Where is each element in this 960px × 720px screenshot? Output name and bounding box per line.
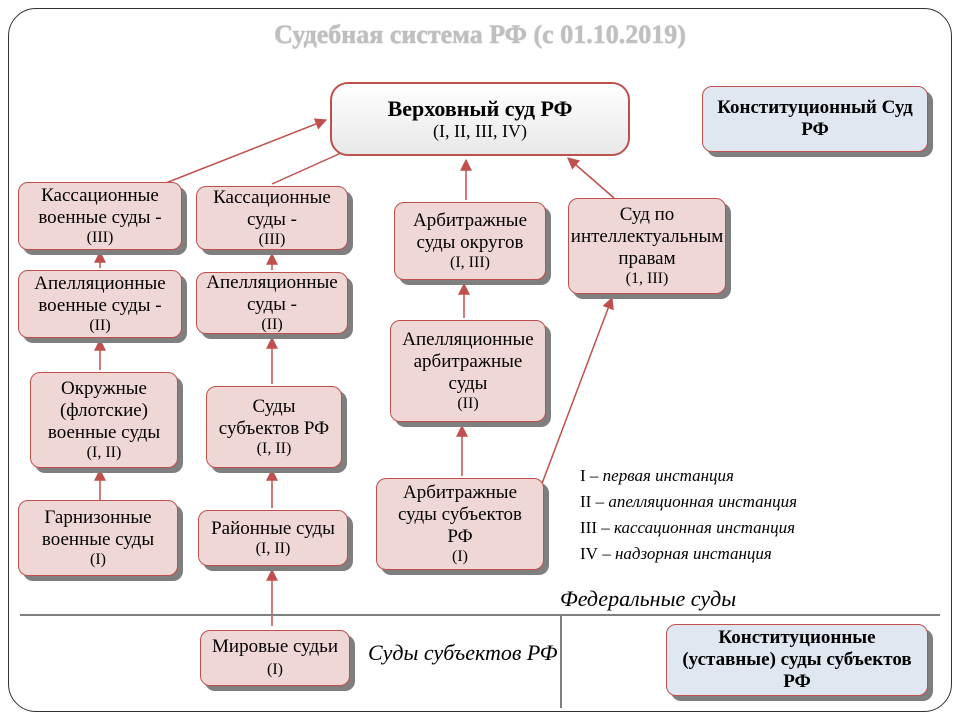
node-app-sub: (II) [261, 316, 282, 334]
node-ip_court: Суд по интеллектуальным правам(1, III) [568, 198, 726, 294]
node-subj: Суды субъектов РФ(I, II) [206, 386, 342, 468]
node-arb_subj: Арбитражные суды субъектов РФ(I) [376, 478, 544, 570]
node-arb_app-main: Апелляционные арбитражные суды [397, 329, 539, 395]
node-app_mil-sub: (II) [89, 317, 110, 335]
node-arb_okrug: Арбитражные суды округов(I, III) [394, 202, 546, 280]
node-arb_app: Апелляционные арбитражные суды(II) [390, 320, 546, 422]
node-supreme-sub: (I, II, III, IV) [433, 121, 527, 142]
node-supreme-main: Верховный суд РФ [388, 96, 573, 121]
separator-0 [20, 614, 940, 616]
node-kass-sub: (III) [259, 231, 286, 249]
node-garn-main: Гарнизонные военные суды [25, 507, 171, 551]
node-ip_court-main: Суд по интеллектуальным правам [571, 204, 723, 270]
node-raion: Районные суды(I, II) [198, 510, 348, 566]
node-okr_mil-sub: (I, II) [87, 444, 122, 462]
node-kass: Кассационные суды - (III) [196, 186, 348, 250]
legend-row-0: I – первая инстанция [580, 466, 734, 486]
node-raion-main: Районные суды [211, 518, 335, 540]
node-subj-main: Суды субъектов РФ [213, 396, 335, 440]
node-app_mil: Апелляционные военные суды -(II) [18, 270, 182, 338]
node-app_mil-main: Апелляционные военные суды - [25, 273, 175, 317]
node-arb_subj-sub: (I) [452, 548, 468, 566]
node-const_rf: Конституционный Суд РФ [702, 86, 928, 152]
diagram-title: Судебная система РФ (с 01.10.2019) [0, 20, 960, 50]
node-supreme: Верховный суд РФ(I, II, III, IV) [330, 82, 630, 156]
node-const_rf-main: Конституционный Суд РФ [709, 97, 921, 141]
node-kass_mil-main: Кассационные военные суды - [25, 185, 175, 229]
separator-1 [560, 616, 562, 708]
node-arb_subj-main: Арбитражные суды субъектов РФ [383, 482, 537, 548]
legend-row-1: II – апелляционная инстанция [580, 492, 797, 512]
node-okr_mil: Окружные (флотские) военные суды(I, II) [30, 372, 178, 468]
legend-row-2: III – кассационная инстанция [580, 518, 795, 538]
node-mir: Мировые судьи (I) [200, 630, 350, 686]
node-garn-sub: (I) [90, 551, 106, 569]
node-const_subj: Конституционные (уставные) суды субъекто… [666, 624, 928, 696]
node-arb_okrug-sub: (I, III) [450, 254, 490, 272]
section-label-subj: Суды субъектов РФ [368, 640, 557, 666]
node-app: Апелляционные суды - (II) [196, 272, 348, 334]
node-mir-main: Мировые судьи (I) [207, 636, 343, 680]
node-kass-main: Кассационные суды - [203, 187, 341, 231]
node-const_subj-main: Конституционные (уставные) суды субъекто… [673, 627, 921, 693]
node-kass_mil: Кассационные военные суды -(III) [18, 182, 182, 250]
legend-row-3: IV – надзорная инстанция [580, 544, 772, 564]
section-label-fed: Федеральные суды [560, 586, 736, 612]
node-arb_okrug-main: Арбитражные суды округов [401, 210, 539, 254]
node-kass_mil-sub: (III) [87, 229, 114, 247]
node-arb_app-sub: (II) [457, 395, 478, 413]
node-ip_court-sub: (1, III) [626, 270, 669, 288]
node-okr_mil-main: Окружные (флотские) военные суды [37, 378, 171, 444]
node-app-main: Апелляционные суды - [203, 272, 341, 316]
node-garn: Гарнизонные военные суды(I) [18, 500, 178, 576]
node-subj-sub: (I, II) [257, 440, 292, 458]
node-raion-sub: (I, II) [256, 540, 291, 558]
